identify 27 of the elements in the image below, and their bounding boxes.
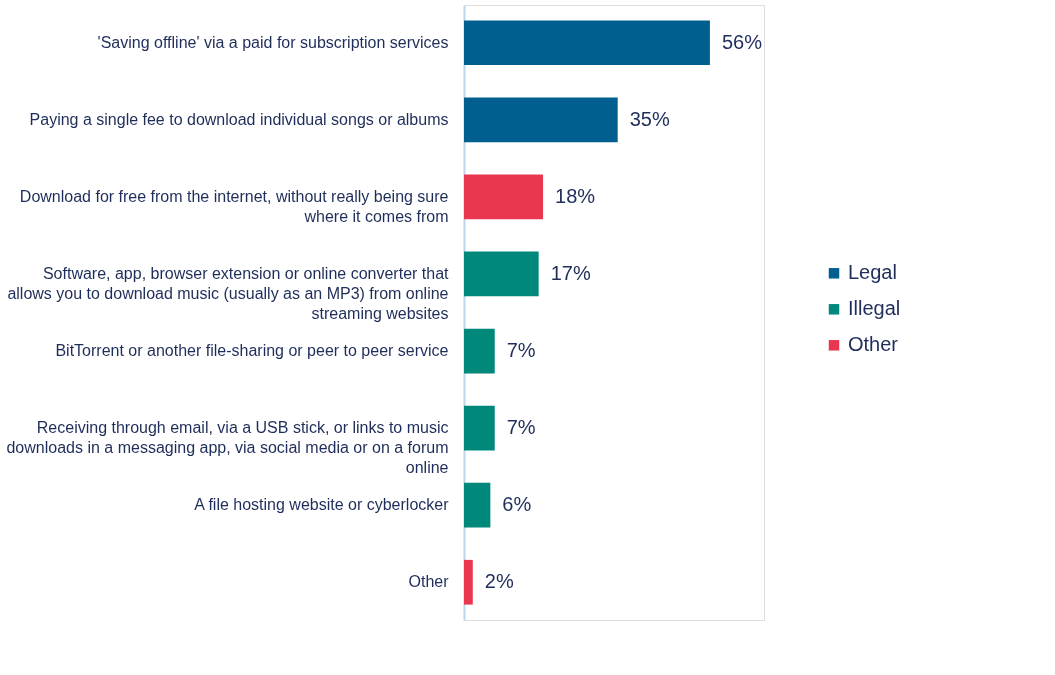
legend-label: Other <box>848 333 899 356</box>
legend-label: Legal <box>848 261 897 284</box>
bar <box>464 174 544 220</box>
data-label: 7% <box>506 339 536 362</box>
data-label: 6% <box>502 493 532 516</box>
bar <box>464 482 491 528</box>
y-tick-label: Paying a single fee to download individual songs or albums <box>29 110 449 128</box>
y-tick-label: 'Saving offline' via a paid for subscription services <box>97 33 449 51</box>
data-label: 56% <box>721 30 763 53</box>
bar <box>464 559 473 605</box>
bar <box>464 97 618 143</box>
data-label: 17% <box>550 261 591 284</box>
bar <box>464 20 710 66</box>
y-tick-label: BitTorrent or another file-sharing or peer to peer service <box>55 342 449 360</box>
y-tick-label: Download for free from the internet, without really being sure where it comes from <box>19 187 449 225</box>
y-tick-label: Other <box>408 573 450 591</box>
bar <box>464 405 495 451</box>
data-label: 7% <box>506 416 536 439</box>
legend-label: Illegal <box>848 297 901 320</box>
data-label: 35% <box>629 107 670 130</box>
bar <box>464 251 539 297</box>
bar <box>464 328 495 374</box>
y-tick-label: Receiving through email, via a USB stick, or links to music downloads in a messaging app, via social media or on a forum online <box>6 419 449 477</box>
y-tick-label: Software, app, browser extension or online converter that allows you to download music (usually as an MP3) from online streaming websites <box>7 264 450 322</box>
data-label: 18% <box>555 184 596 207</box>
y-tick-label: A file hosting website or cyberlocker <box>194 496 450 514</box>
data-label: 2% <box>484 570 514 593</box>
